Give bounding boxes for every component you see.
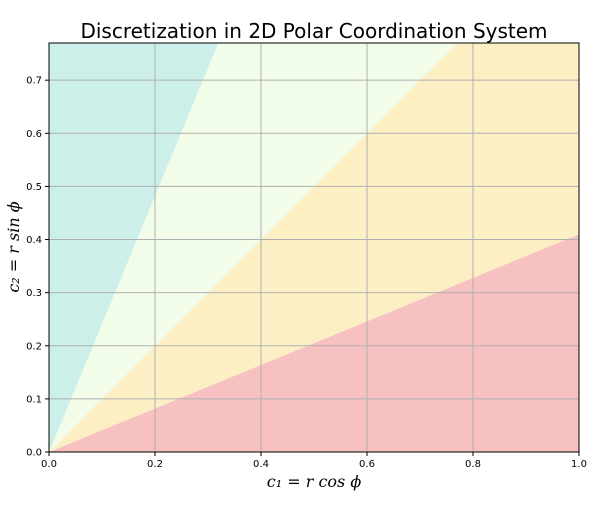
- x-tick-label: 0.6: [359, 459, 375, 470]
- y-tick-label: 0.7: [26, 76, 42, 87]
- y-tick-label: 0.2: [26, 341, 42, 352]
- x-tick-label: 1.0: [571, 459, 587, 470]
- y-tick-label: 0.5: [26, 182, 42, 193]
- x-tick-label: 0.2: [147, 459, 163, 470]
- y-tick-label: 0.1: [26, 394, 42, 405]
- region-sector-1: [49, 234, 579, 452]
- y-axis-label: c₂ = r sin ϕ: [4, 201, 23, 292]
- x-axis-label: c₁ = r cos ϕ: [267, 472, 362, 491]
- region-sector-3: [49, 43, 458, 452]
- y-axis-ticks: 0.0 0.1 0.2 0.3 0.4 0.5 0.6 0.7: [26, 76, 49, 459]
- chart-title: Discretization in 2D Polar Coordination …: [80, 19, 547, 43]
- y-tick-label: 0.4: [26, 235, 42, 246]
- y-tick-label: 0.0: [26, 448, 42, 459]
- y-tick-label: 0.6: [26, 129, 42, 140]
- region-layer: [49, 43, 579, 452]
- region-sector-4: [49, 43, 219, 452]
- plot-frame: [48, 42, 580, 453]
- x-axis-ticks: 0.0 0.2 0.4 0.6 0.8 1.0: [41, 452, 587, 470]
- x-tick-label: 0.0: [41, 459, 57, 470]
- x-tick-label: 0.8: [465, 459, 481, 470]
- y-tick-label: 0.3: [26, 288, 42, 299]
- x-tick-label: 0.4: [253, 459, 269, 470]
- region-sector-2: [49, 43, 579, 452]
